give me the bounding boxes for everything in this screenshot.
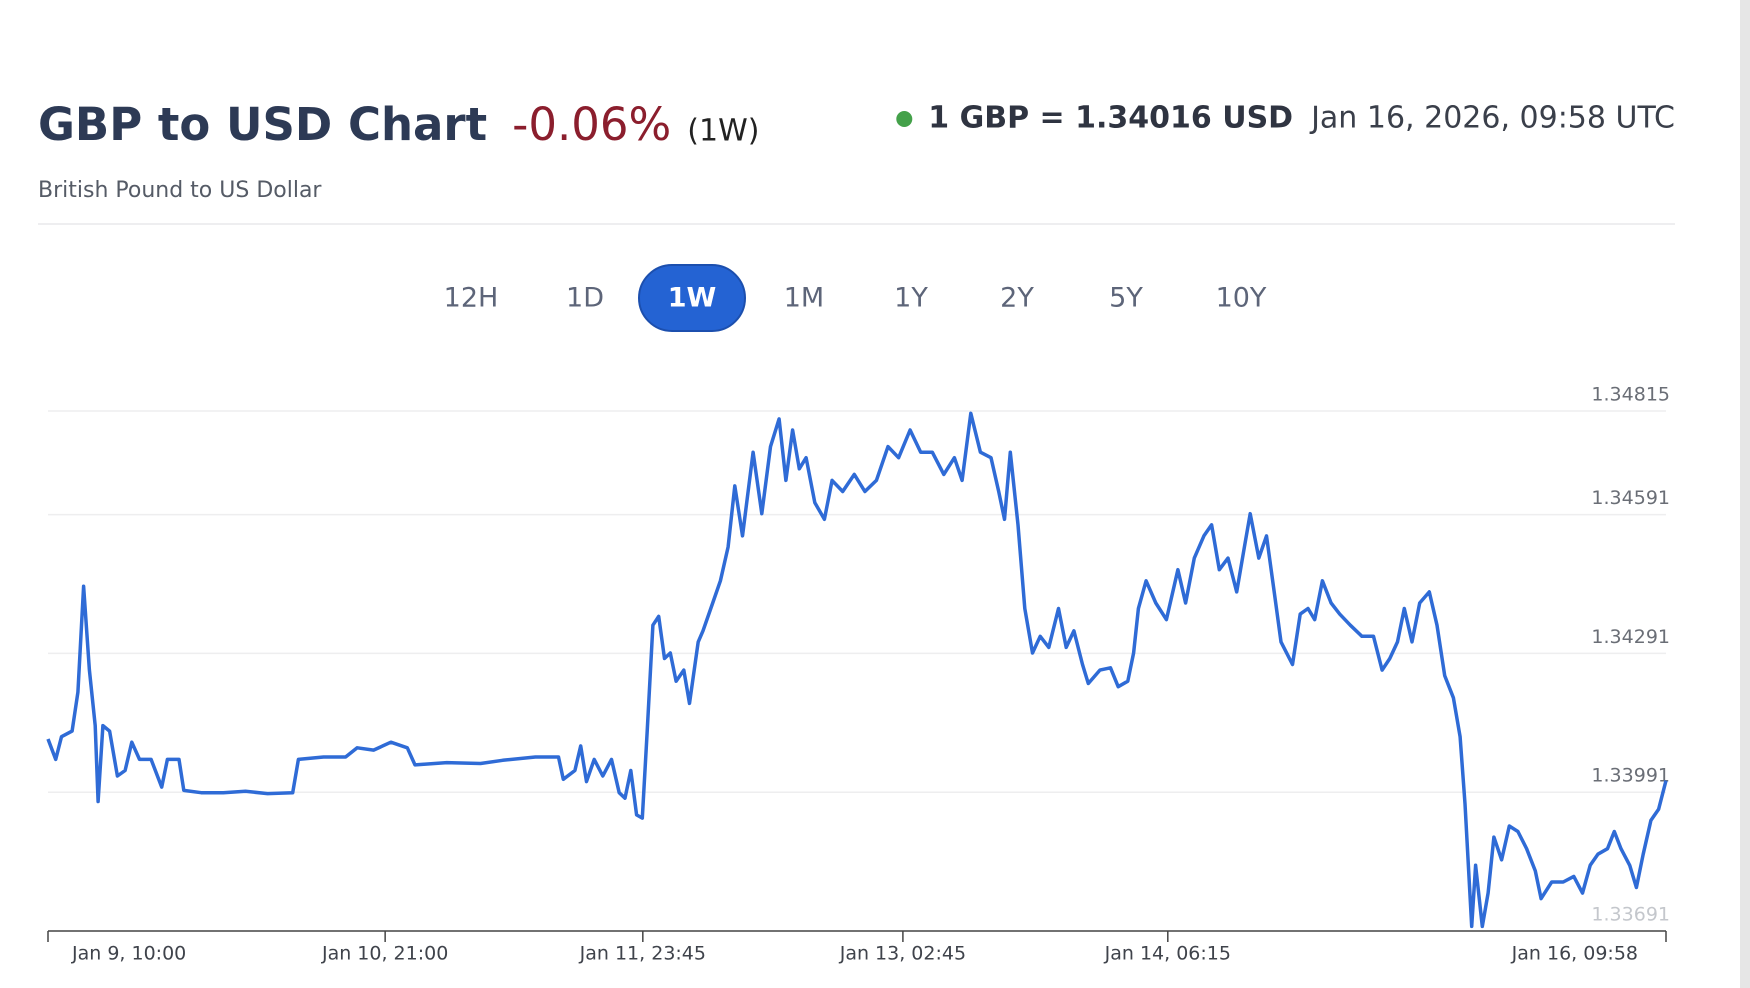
range-button[interactable]: 2Y [1000,283,1034,314]
range-button-label: 1Y [894,283,928,314]
range-button[interactable]: 1D [566,283,604,314]
range-buttons: 12H 1D 1W 1M 1Y 2Y 5Y 10Y [444,264,1267,332]
y-tick-label: 1.34591 [1591,487,1670,509]
rate: 1 GBP = 1.34016 USD [928,101,1293,136]
price-line [46,411,1668,929]
y-tick-label: 1.33991 [1591,765,1670,787]
range-button[interactable]: 1Y [894,283,928,314]
x-tick-label: Jan 9, 10:00 [71,943,186,965]
range-button[interactable]: 1M [784,283,824,314]
period: (1W) [687,114,759,149]
range-button-label: 12H [444,283,499,314]
status-dot [896,111,913,127]
x-tick-label: Jan 10, 21:00 [321,943,448,965]
range-button[interactable]: 5Y [1109,283,1143,314]
y-tick-label: 1.33691 [1591,904,1670,926]
range-button-label: 2Y [1000,283,1034,314]
range-button-label: 1W [668,283,717,314]
y-tick-label: 1.34291 [1591,626,1670,648]
range-button[interactable]: 10Y [1216,283,1267,314]
range-button[interactable]: 1W [638,264,746,332]
range-button-label: 10Y [1216,283,1267,314]
range-button[interactable]: 12H [444,283,499,314]
timestamp: Jan 16, 2026, 09:58 UTC [1309,101,1675,136]
range-button-label: 1M [784,283,824,314]
range-button-label: 1D [566,283,604,314]
title: GBP to USD Chart [38,98,487,151]
x-tick-label: Jan 14, 06:15 [1104,943,1231,965]
range-button-bg [638,264,746,332]
range-button-label: 5Y [1109,283,1143,314]
scrollbar [1740,0,1750,988]
x-tick-label: Jan 11, 23:45 [579,943,706,965]
x-tick-label: Jan 16, 09:58 [1511,943,1638,965]
plot: 1.33691 1.33991 1.34291 1.34591 1.34815 Jan 9… [46,384,1670,965]
x-tick-label: Jan 13, 02:45 [839,943,966,965]
subtitle: British Pound to US Dollar [38,178,322,203]
change: -0.06% [512,98,671,151]
y-tick-label: 1.34815 [1591,384,1670,406]
